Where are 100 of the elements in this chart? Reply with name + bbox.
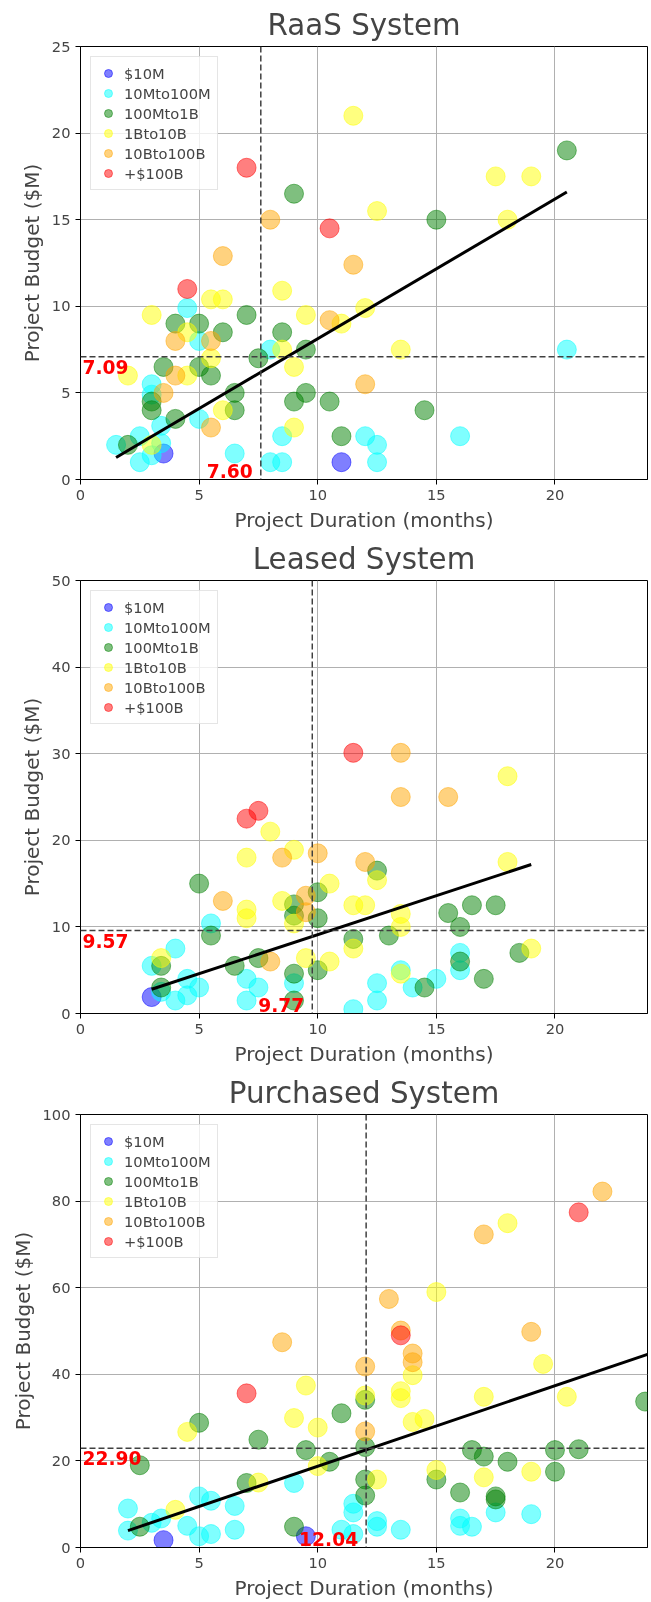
y-tick-label: 100 xyxy=(42,1105,71,1123)
point xyxy=(260,951,281,972)
y-axis-title: Project Budget ($M) xyxy=(19,163,44,363)
y-tick-label: 20 xyxy=(51,831,71,849)
point xyxy=(426,1460,447,1480)
point xyxy=(390,339,411,360)
point xyxy=(390,1325,411,1346)
legend-label: $10M xyxy=(124,64,165,82)
x-tick-label: 0 xyxy=(75,1553,86,1571)
point xyxy=(473,1224,494,1245)
point xyxy=(295,382,316,403)
point xyxy=(248,1429,269,1450)
point xyxy=(426,1282,447,1303)
legend-label: 100Mto1B xyxy=(124,104,199,122)
x-tick-label: 15 xyxy=(427,485,446,503)
y-tick-label: 50 xyxy=(51,571,71,589)
y-tick-label: 25 xyxy=(51,37,71,55)
y-tick-label: 0 xyxy=(61,470,71,488)
point xyxy=(295,1375,316,1396)
point xyxy=(414,977,435,998)
point xyxy=(295,948,316,969)
y-axis-title: Project Budget ($M) xyxy=(19,697,44,897)
point xyxy=(319,391,340,412)
point xyxy=(367,1516,388,1537)
y-tick-label: 40 xyxy=(51,1365,71,1383)
y-tick-label: 0 xyxy=(61,1004,71,1022)
ref-line-label: 7.60 xyxy=(206,460,253,482)
point xyxy=(355,895,376,916)
point xyxy=(260,209,281,230)
x-axis-title: Project Duration (months) xyxy=(234,1041,494,1066)
point xyxy=(284,356,305,377)
point xyxy=(343,254,364,275)
x-tick-label: 20 xyxy=(545,1553,565,1571)
point xyxy=(343,1502,364,1523)
x-tick-label: 15 xyxy=(427,1553,446,1571)
point xyxy=(224,1495,245,1516)
point xyxy=(212,289,233,310)
point xyxy=(165,330,186,351)
point xyxy=(200,330,221,351)
x-tick-label: 5 xyxy=(194,1019,204,1037)
point xyxy=(568,1439,589,1460)
point xyxy=(331,426,352,447)
point xyxy=(521,1461,542,1482)
ref-line-label: 9.57 xyxy=(82,930,129,952)
point xyxy=(390,787,411,807)
point xyxy=(236,908,257,929)
point xyxy=(295,304,316,325)
legend-label: +$100B xyxy=(124,698,184,716)
point xyxy=(272,1332,293,1353)
y-tick-label: 15 xyxy=(51,210,71,228)
x-tick-label: 0 xyxy=(75,485,86,503)
point xyxy=(367,434,388,455)
point xyxy=(521,938,542,959)
point xyxy=(307,1417,328,1438)
point xyxy=(236,1383,257,1404)
point xyxy=(355,1485,376,1506)
y-tick-label: 0 xyxy=(61,1538,71,1556)
point xyxy=(521,1504,542,1525)
point xyxy=(224,1519,245,1540)
legend-label: 10Bto100B xyxy=(124,678,206,696)
point xyxy=(151,948,172,969)
point xyxy=(485,166,506,187)
point xyxy=(319,218,340,239)
point xyxy=(556,140,577,161)
legend-label: 10Bto100B xyxy=(124,1212,206,1230)
point xyxy=(473,1386,494,1407)
point xyxy=(200,925,221,946)
point xyxy=(556,339,577,360)
point xyxy=(521,166,542,187)
point xyxy=(260,821,281,842)
point xyxy=(367,452,388,473)
legend-label: 100Mto1B xyxy=(124,638,199,656)
point xyxy=(153,1530,174,1548)
point xyxy=(272,339,293,360)
point xyxy=(272,890,293,911)
point xyxy=(236,157,257,178)
y-tick-label: 60 xyxy=(51,1278,71,1296)
point xyxy=(331,1403,352,1424)
point xyxy=(414,1408,435,1429)
point xyxy=(224,443,245,464)
x-tick-label: 15 xyxy=(427,1019,446,1037)
y-tick-label: 80 xyxy=(51,1192,71,1210)
point xyxy=(236,304,257,325)
point xyxy=(272,280,293,301)
point xyxy=(236,847,257,868)
point xyxy=(272,452,293,473)
point xyxy=(438,903,459,924)
point xyxy=(497,1451,518,1472)
point xyxy=(521,1321,542,1342)
y-tick-label: 10 xyxy=(51,917,71,935)
ref-line-label: 22.90 xyxy=(82,1448,142,1470)
point xyxy=(236,990,257,1011)
legend-label: $10M xyxy=(124,1132,165,1150)
chart-title: Leased System xyxy=(252,541,476,576)
x-tick-label: 20 xyxy=(545,1019,565,1037)
point xyxy=(367,870,388,891)
point xyxy=(331,452,352,473)
x-tick-label: 10 xyxy=(308,485,328,503)
legend-label: 10Mto100M xyxy=(124,618,211,636)
point xyxy=(390,1388,411,1409)
